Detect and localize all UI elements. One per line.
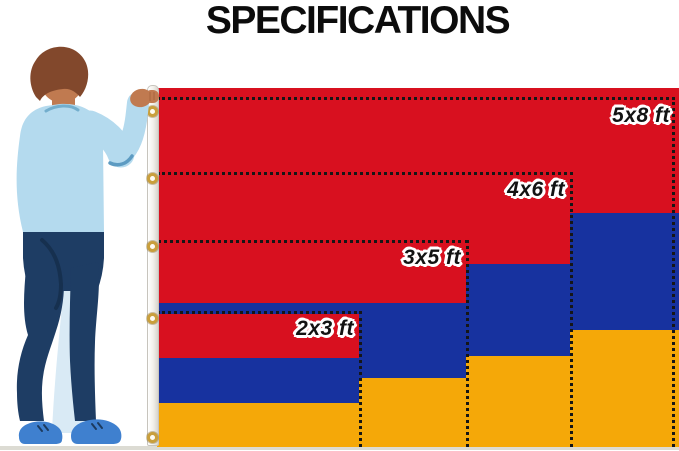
flag-2x3: 2x3 ft bbox=[157, 311, 362, 447]
size-label-2x3: 2x3 ft bbox=[296, 317, 354, 340]
person-hips bbox=[23, 232, 104, 291]
grommet bbox=[147, 313, 158, 324]
person-neck bbox=[52, 90, 75, 114]
person-hair bbox=[30, 46, 89, 101]
person-leg-gap-highlight bbox=[52, 283, 94, 433]
page-title: SPECIFICATIONS bbox=[205, 0, 511, 42]
person-head bbox=[40, 57, 84, 103]
size-label-3x5: 3x5 ft bbox=[403, 246, 461, 269]
stripe-orange bbox=[157, 403, 359, 447]
shoe-lace-marks bbox=[91, 422, 103, 430]
grommet bbox=[147, 432, 158, 443]
stripe-blue bbox=[157, 358, 359, 403]
person-upper-arm bbox=[76, 110, 135, 168]
grommet bbox=[147, 241, 158, 252]
size-label-5x8: 5x8 ft bbox=[612, 104, 670, 127]
grommet bbox=[147, 106, 158, 117]
shoe-lace-marks bbox=[37, 424, 49, 432]
person-shoe-left bbox=[18, 421, 63, 444]
grommet bbox=[147, 173, 158, 184]
stripe-red bbox=[157, 314, 359, 358]
person-forearm bbox=[110, 92, 149, 165]
stripe-red bbox=[157, 243, 466, 303]
ground-line bbox=[0, 446, 679, 450]
flag-pole bbox=[147, 85, 159, 446]
person-collar bbox=[44, 104, 80, 113]
person-back-leg bbox=[16, 268, 64, 421]
person-front-leg bbox=[69, 262, 99, 421]
person-sleeve-cuff bbox=[108, 154, 134, 167]
size-label-4x6: 4x6 ft bbox=[507, 178, 565, 201]
person-pants-crease bbox=[40, 238, 64, 310]
person-shirt bbox=[16, 103, 105, 232]
person-shoe-right bbox=[71, 419, 122, 444]
